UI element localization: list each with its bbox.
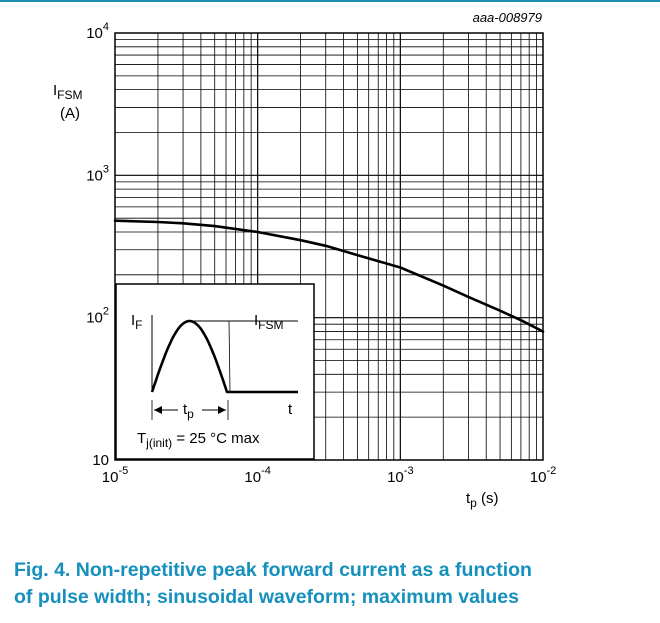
x-tick-base: 10 [530,469,547,486]
y-tick-exponent: 4 [103,21,109,33]
inset-ifsm-sub: FSM [258,318,283,332]
y-tick-label: 104 [86,21,109,42]
caption-line-1: Fig. 4. Non-repetitive peak forward curr… [14,559,532,581]
x-axis-label-main: t [466,490,471,507]
x-tick-base: 10 [387,469,404,486]
inset-tj-rest: = 25 °C max [172,430,260,447]
x-axis-label-unit: (s) [477,490,499,507]
inset-if-label: IF [131,312,143,332]
inset-ifsm-label: IFSM [254,312,284,332]
inset-tj-label: Tj(init) = 25 °C max [137,430,260,450]
plot-frame [114,32,544,461]
inset-tp-arrowhead-right [218,406,226,414]
x-axis-label: tp (s) [466,490,499,510]
x-tick-exponent: -2 [546,465,556,477]
y-tick-base: 10 [86,310,103,327]
x-tick-exponent: -5 [118,465,128,477]
inset-tp-label: tp [183,401,194,421]
inset-tj-main: T [137,430,146,447]
y-axis-unit: (A) [60,105,80,122]
x-tick-base: 10 [102,469,119,486]
y-tick-base: 10 [92,452,109,469]
y-axis-label-main: I [53,82,57,99]
y-axis-label-sub: FSM [57,88,82,102]
x-tick-exponent: -4 [261,465,271,477]
top-rule [0,0,660,2]
inset-tp-arrowhead-left [154,406,162,414]
axis-labels: IFSM(A)tp (s) [53,82,499,510]
y-tick-label: 10 [92,452,109,469]
curve-group [113,219,545,333]
inset-if-main: I [131,312,135,329]
figure-caption: Fig. 4. Non-repetitive peak forward curr… [14,557,654,611]
x-tick-exponent: -3 [404,465,414,477]
inset-ifsm-main: I [254,312,258,329]
x-tick-label: 10-3 [387,465,413,486]
x-tick-label: 10-4 [244,465,270,486]
y-tick-label: 103 [86,163,109,184]
caption-line-2: of pulse width; sinusoidal waveform; max… [14,586,519,608]
x-tick-label: 10-5 [102,465,128,486]
inset-tp-main: t [183,401,188,418]
x-tick-base: 10 [244,469,261,486]
inset-tj-sub: j(init) [145,436,172,450]
y-tick-base: 10 [86,167,103,184]
inset-tp-sub: p [187,407,194,421]
inset-box [115,283,315,460]
figure-id: aaa-008979 [473,10,542,25]
y-tick-exponent: 2 [103,306,109,318]
y-tick-label: 102 [86,306,109,327]
y-axis-label: IFSM [53,82,83,102]
inset-pulse-end-line [228,320,231,393]
y-tick-base: 10 [86,25,103,42]
series-line [113,219,545,333]
x-tick-label: 10-2 [530,465,556,486]
y-tick-exponent: 3 [103,163,109,175]
x-axis-label-sub: p [470,496,477,510]
inset-pulse-waveform [150,319,298,394]
inset-t-label: t [288,401,293,418]
inset-if-sub: F [135,318,142,332]
